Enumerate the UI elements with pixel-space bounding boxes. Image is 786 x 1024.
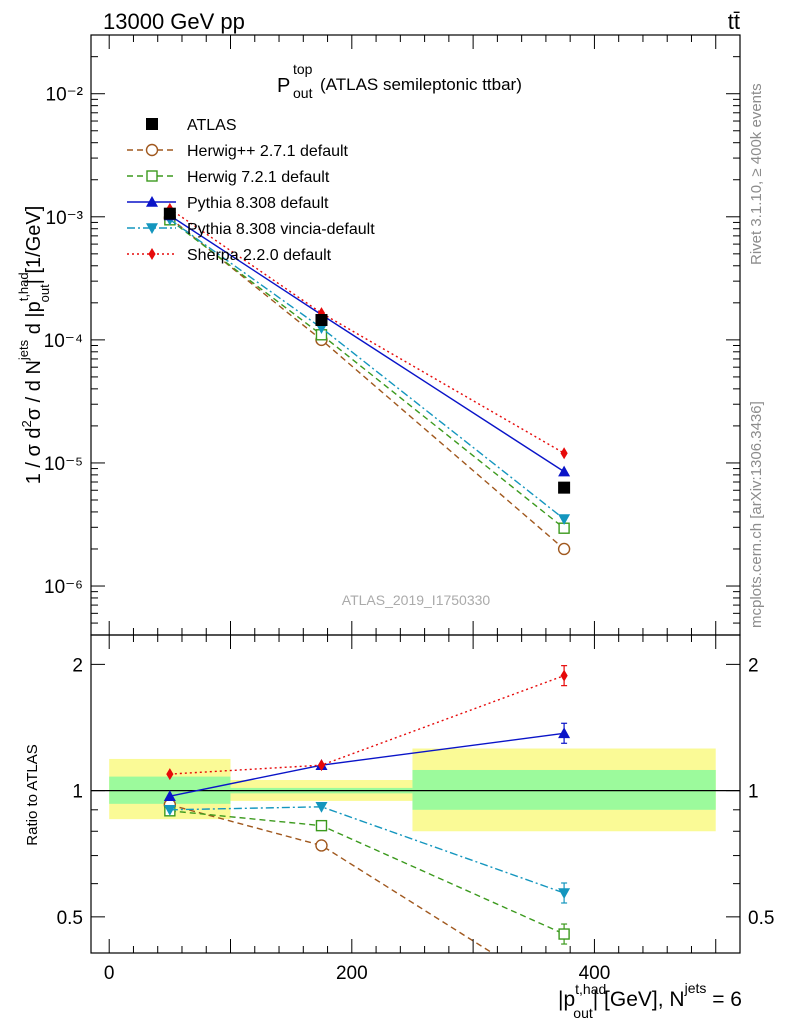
ratio-data-point bbox=[560, 669, 568, 682]
ratio-panel-frame bbox=[90, 634, 741, 954]
legend-entry: Pythia 8.308 default bbox=[127, 195, 329, 212]
legend-entry: Herwig++ 2.7.1 default bbox=[127, 143, 349, 160]
ratio-data-point bbox=[558, 888, 571, 899]
main-y-tick-label: 10⁻⁵ bbox=[44, 454, 83, 475]
ratio-y-tick-label-left: 0.5 bbox=[57, 908, 83, 929]
legend-label: Herwig 7.2.1 default bbox=[187, 169, 330, 186]
ratio-y-tick-label-right: 0.5 bbox=[748, 908, 774, 929]
legend-entry: Sherpa 2.2.0 default bbox=[127, 247, 332, 264]
process-label: tt̄ bbox=[728, 9, 740, 34]
ratio-series bbox=[163, 665, 571, 953]
main-series-line bbox=[169, 219, 565, 529]
x-axis-label: |pt,had out| [GeV], Njets = 6 bbox=[558, 980, 742, 1021]
ratio-data-point bbox=[166, 768, 174, 781]
main-series-line bbox=[169, 208, 565, 454]
main-y-tick-label: 10⁻⁴ bbox=[44, 331, 83, 352]
ratio-axis-ticks: 0.5 0.5 1 1 2 2 0 200 400 bbox=[57, 635, 774, 984]
legend-marker bbox=[146, 170, 158, 182]
ratio-data-point bbox=[315, 839, 328, 852]
analysis-watermark: ATLAS_2019_I1750330 bbox=[342, 592, 491, 608]
legend-entry: Herwig 7.2.1 default bbox=[127, 169, 330, 186]
plot-title-sup: top bbox=[293, 61, 313, 77]
ratio-y-tick-label-right: 1 bbox=[748, 782, 759, 803]
ratio-y-axis-label: Ratio to ATLAS bbox=[24, 744, 41, 845]
legend-label: ATLAS bbox=[187, 117, 237, 134]
main-series-line bbox=[169, 217, 565, 550]
ratio-y-tick-label-right: 2 bbox=[748, 655, 759, 676]
ratio-data-point bbox=[317, 759, 326, 772]
x-tick-label: 400 bbox=[579, 963, 611, 984]
main-data-point bbox=[560, 447, 568, 460]
legend-marker bbox=[146, 118, 158, 130]
main-data-point bbox=[557, 542, 571, 556]
main-data-point bbox=[558, 481, 571, 494]
legend: ATLAS Herwig++ 2.7.1 default Herwig 7.2.1 … bbox=[127, 117, 375, 264]
collision-label: 13000 GeV pp bbox=[103, 9, 245, 34]
ratio-series-line bbox=[169, 804, 494, 953]
main-data-point bbox=[315, 314, 328, 327]
legend-label: Sherpa 2.2.0 default bbox=[187, 247, 332, 264]
main-data-point bbox=[558, 514, 571, 526]
plot-title-rest: (ATLAS semileptonic ttbar) bbox=[320, 75, 522, 94]
ratio-panel-content bbox=[91, 665, 740, 953]
ratio-data-point bbox=[163, 790, 176, 801]
x-tick-label: 200 bbox=[336, 963, 368, 984]
plot-title: P top out (ATLAS semileptonic ttbar) bbox=[277, 61, 522, 101]
legend-marker bbox=[145, 143, 159, 157]
main-y-tick-label: 10⁻³ bbox=[46, 208, 84, 229]
mcplots-label: mcplots.cern.ch [arXiv:1306.3436] bbox=[748, 401, 765, 628]
legend-marker bbox=[148, 248, 156, 260]
main-y-axis-label: 1 / σ d2σ / d Njets d |pt,had out| [1/GeV… bbox=[16, 206, 52, 485]
rivet-label: Rivet 3.1.10, ≥ 400k events bbox=[748, 83, 765, 265]
plot-title-main: P bbox=[277, 75, 290, 97]
main-axis-ticks: 10⁻⁶ 10⁻⁵ 10⁻⁴ 10⁻³ 10⁻² bbox=[44, 34, 740, 636]
legend-marker bbox=[146, 223, 158, 234]
main-data-point bbox=[163, 207, 176, 220]
main-panel-content bbox=[163, 202, 571, 556]
legend-label: Pythia 8.308 default bbox=[187, 195, 329, 212]
main-y-tick-label: 10⁻² bbox=[46, 85, 84, 106]
legend-entry: Pythia 8.308 vincia-default bbox=[127, 221, 375, 238]
main-y-tick-label: 10⁻⁶ bbox=[44, 577, 83, 598]
ratio-data-point bbox=[315, 801, 328, 813]
x-tick-label: 0 bbox=[104, 963, 115, 984]
legend-marker bbox=[146, 196, 158, 207]
ratio-data-point bbox=[315, 819, 328, 832]
ratio-data-point bbox=[163, 805, 176, 816]
plot-title-sub: out bbox=[293, 85, 313, 101]
main-data-point bbox=[558, 465, 571, 477]
ratio-data-point bbox=[558, 928, 570, 940]
legend-label: Pythia 8.308 vincia-default bbox=[187, 221, 375, 238]
legend-entry: ATLAS bbox=[146, 117, 237, 134]
ratio-band-inner bbox=[412, 769, 716, 810]
ratio-y-tick-label-left: 2 bbox=[72, 655, 83, 676]
legend-label: Herwig++ 2.7.1 default bbox=[187, 143, 349, 160]
ratio-y-tick-label-left: 1 bbox=[72, 782, 83, 803]
ratio-data-point bbox=[558, 727, 571, 739]
